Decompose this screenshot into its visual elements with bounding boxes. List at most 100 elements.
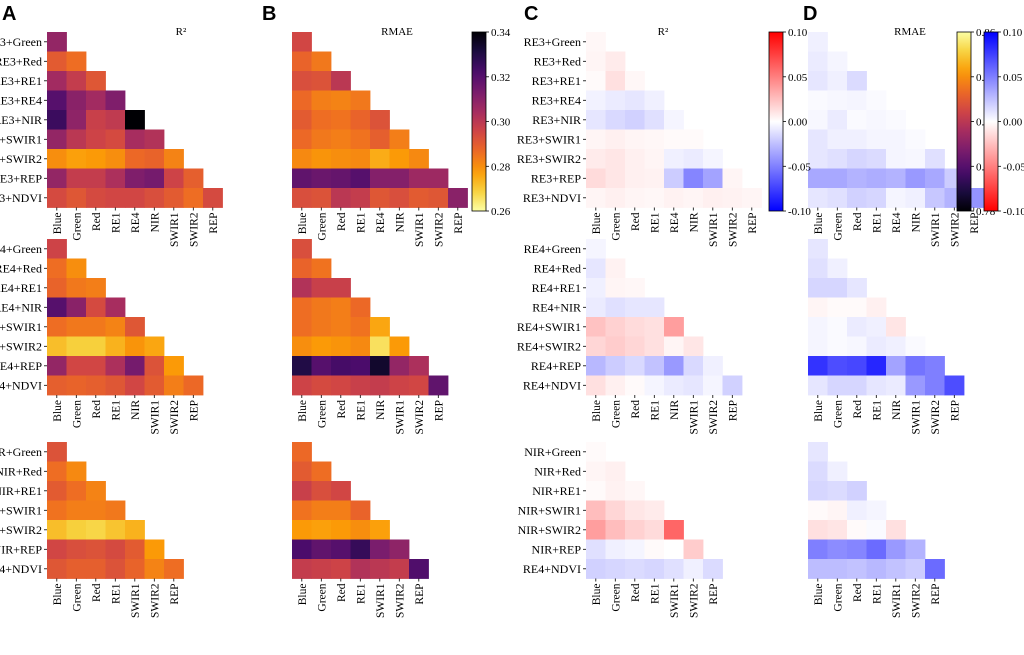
heatmap-cell (144, 149, 165, 169)
heatmap-cell (292, 278, 312, 298)
row-label: NIR+RE1 (0, 484, 42, 498)
heatmap-cell (66, 149, 87, 169)
heatmap-cell (311, 317, 332, 337)
heatmap-cell (311, 297, 332, 318)
heatmap-cell (86, 188, 106, 208)
heatmap-cell (644, 317, 665, 337)
heatmap-cell (886, 188, 906, 208)
heatmap-cell (605, 149, 626, 169)
column-label: Green (832, 400, 844, 428)
heatmap-cell (370, 110, 390, 130)
column-label: Red (852, 400, 864, 419)
heatmap-cell (292, 539, 312, 560)
heatmap-cell (586, 336, 606, 357)
heatmap-cell (886, 168, 906, 189)
heatmap-cell (47, 297, 67, 318)
heatmap-cell (827, 461, 848, 482)
heatmap-cell (144, 188, 165, 208)
heatmap-cell (847, 90, 867, 111)
heatmap-cell (808, 317, 828, 337)
heatmap-cell (808, 297, 828, 318)
row-label: RE3+REP (531, 171, 581, 185)
heatmap-cell (125, 336, 145, 357)
column-label: Blue (297, 213, 309, 235)
heatmap-cell (808, 110, 828, 130)
heatmap-cell (586, 258, 606, 279)
heatmap-cell (586, 110, 606, 130)
heatmap-cell (605, 559, 626, 579)
heatmap-cell (847, 481, 867, 501)
row-label: RE3+SWIR2 (517, 152, 581, 166)
heatmap-cell (311, 461, 332, 482)
column-label: REP (969, 213, 981, 234)
heatmap-cell (311, 168, 332, 189)
heatmap-cell (105, 149, 126, 169)
heatmap-cell (586, 297, 606, 318)
heatmap-cell (86, 500, 106, 521)
heatmap-cell (164, 149, 184, 169)
heatmap-cell (47, 239, 67, 259)
column-label: SWIR1 (149, 400, 161, 435)
heatmap-cell (644, 129, 665, 150)
colorbar-tick-label: -0.10 (788, 206, 811, 218)
heatmap-cell (905, 356, 926, 376)
heatmap-cell (125, 188, 145, 208)
heatmap-cell (925, 168, 945, 189)
heatmap-cell (703, 356, 723, 376)
heatmap-cell (86, 129, 106, 150)
heatmap-cell (47, 278, 67, 298)
column-label: RE4 (375, 212, 387, 233)
heatmap-cell (350, 188, 371, 208)
column-label: SWIR1 (708, 212, 720, 247)
heatmap-cell (292, 317, 312, 337)
heatmap-cell (144, 375, 165, 396)
heatmap-cell (105, 90, 126, 111)
heatmap-cell (683, 188, 704, 208)
heatmap-cell (925, 149, 945, 169)
heatmap-cell (605, 51, 626, 72)
column-label: REP (949, 400, 961, 421)
heatmap-cell (86, 336, 106, 357)
column-label: NIR (688, 212, 700, 232)
heatmap-cell (86, 149, 106, 169)
heatmap-cell (183, 168, 204, 189)
heatmap-cell (47, 317, 67, 337)
heatmap-cell (350, 520, 371, 540)
heatmap-cell (66, 356, 87, 376)
column-label: Green (71, 212, 83, 240)
heatmap-cell (847, 129, 867, 150)
column-label: RE1 (110, 400, 122, 421)
heatmap-cell (625, 149, 645, 169)
column-label: REP (453, 213, 465, 234)
column-label: NIR (375, 400, 387, 420)
heatmap-cell (644, 188, 665, 208)
heatmap-cell (311, 110, 332, 130)
column-label: RE1 (355, 583, 367, 604)
heatmap-cell (847, 559, 867, 579)
heatmap-cell (925, 188, 945, 208)
heatmap-cell (605, 336, 626, 357)
heatmap-cell (350, 336, 371, 357)
heatmap-cell (625, 336, 645, 357)
column-label: SWIR1 (669, 583, 681, 618)
heatmap-cell (722, 168, 743, 189)
heatmap-cell (683, 149, 704, 169)
heatmap-cell (86, 71, 106, 91)
row-label: RE3+NDVI (523, 191, 581, 205)
heatmap-cell (86, 356, 106, 376)
heatmap-cell (66, 520, 87, 540)
column-label: SWIR1 (375, 583, 387, 618)
heatmap-cell (886, 520, 906, 540)
row-label: NIR+SWIR2 (518, 523, 581, 537)
heatmap-cell (827, 481, 848, 501)
heatmap-cell (47, 51, 67, 72)
heatmap-cell (409, 168, 429, 189)
column-label: SWIR1 (169, 212, 181, 247)
column-label: Blue (591, 213, 603, 235)
heatmap-cell (808, 258, 828, 279)
heatmap-cell (605, 317, 626, 337)
column-label: Red (852, 212, 864, 231)
heatmap-cell (47, 110, 67, 130)
heatmap-cell (808, 71, 828, 91)
heatmap-cell (625, 71, 645, 91)
